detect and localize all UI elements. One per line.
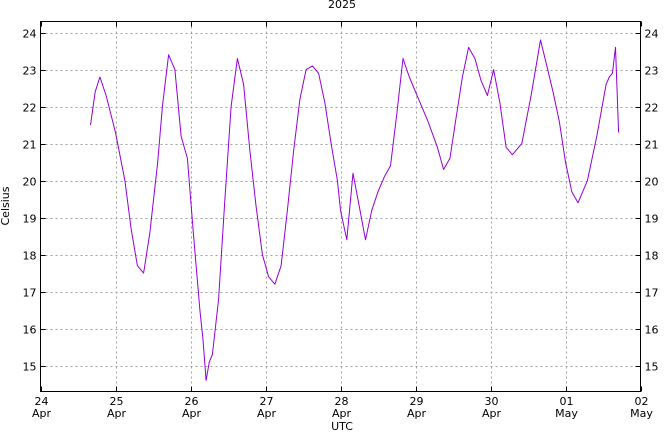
y-tick-label: 17: [23, 287, 37, 300]
y-tick-label: 18: [23, 250, 37, 263]
x-tick-label-day: 25: [110, 395, 124, 408]
y-tick-label-right: 18: [645, 250, 659, 263]
x-tick-label-month: Apr: [332, 407, 352, 420]
x-tick-label-month: Apr: [107, 407, 127, 420]
x-tick-label-month: Apr: [482, 407, 502, 420]
x-tick-label-month: May: [555, 407, 578, 420]
x-tick-label-month: Apr: [257, 407, 277, 420]
series-line: [90, 39, 620, 381]
x-tick-label-month: Apr: [32, 407, 52, 420]
axis-ticks: [40, 21, 642, 392]
plot-frame: [40, 21, 641, 392]
y-tick-label: 16: [23, 324, 37, 337]
x-tick-label-day: 02: [635, 395, 649, 408]
x-axis-title: UTC: [331, 420, 353, 432]
y-tick-label: 24: [23, 28, 37, 41]
chart-title: 2025: [328, 0, 356, 11]
y-tick-label: 22: [23, 102, 37, 115]
gridlines: [40, 21, 641, 392]
series-layer: [90, 39, 620, 381]
x-tick-label-day: 24: [35, 395, 49, 408]
y-tick-label: 21: [23, 139, 37, 152]
y-tick-label-right: 21: [645, 139, 659, 152]
y-tick-label-right: 15: [645, 361, 659, 374]
x-tick-label-month: May: [630, 407, 653, 420]
tick-labels: 24Apr25Apr26Apr27Apr28Apr29Apr30Apr01May…: [23, 28, 659, 421]
y-tick-label: 23: [23, 65, 37, 78]
x-tick-label-day: 26: [185, 395, 199, 408]
y-tick-label: 20: [23, 176, 37, 189]
x-tick-label-day: 30: [485, 395, 499, 408]
x-tick-label-day: 28: [335, 395, 349, 408]
x-tick-label-month: Apr: [182, 407, 202, 420]
y-tick-label-right: 20: [645, 176, 659, 189]
y-tick-label-right: 22: [645, 102, 659, 115]
y-tick-label-right: 23: [645, 65, 659, 78]
y-tick-label-right: 17: [645, 287, 659, 300]
x-tick-label-day: 01: [560, 395, 574, 408]
y-tick-label: 15: [23, 361, 37, 374]
y-tick-label: 19: [23, 213, 37, 226]
y-tick-label-right: 16: [645, 324, 659, 337]
x-tick-label-month: Apr: [407, 407, 427, 420]
y-tick-label-right: 24: [645, 28, 659, 41]
y-tick-label-right: 19: [645, 213, 659, 226]
y-axis-title: Celsius: [0, 186, 12, 225]
x-tick-label-day: 29: [410, 395, 424, 408]
x-tick-label-day: 27: [260, 395, 274, 408]
